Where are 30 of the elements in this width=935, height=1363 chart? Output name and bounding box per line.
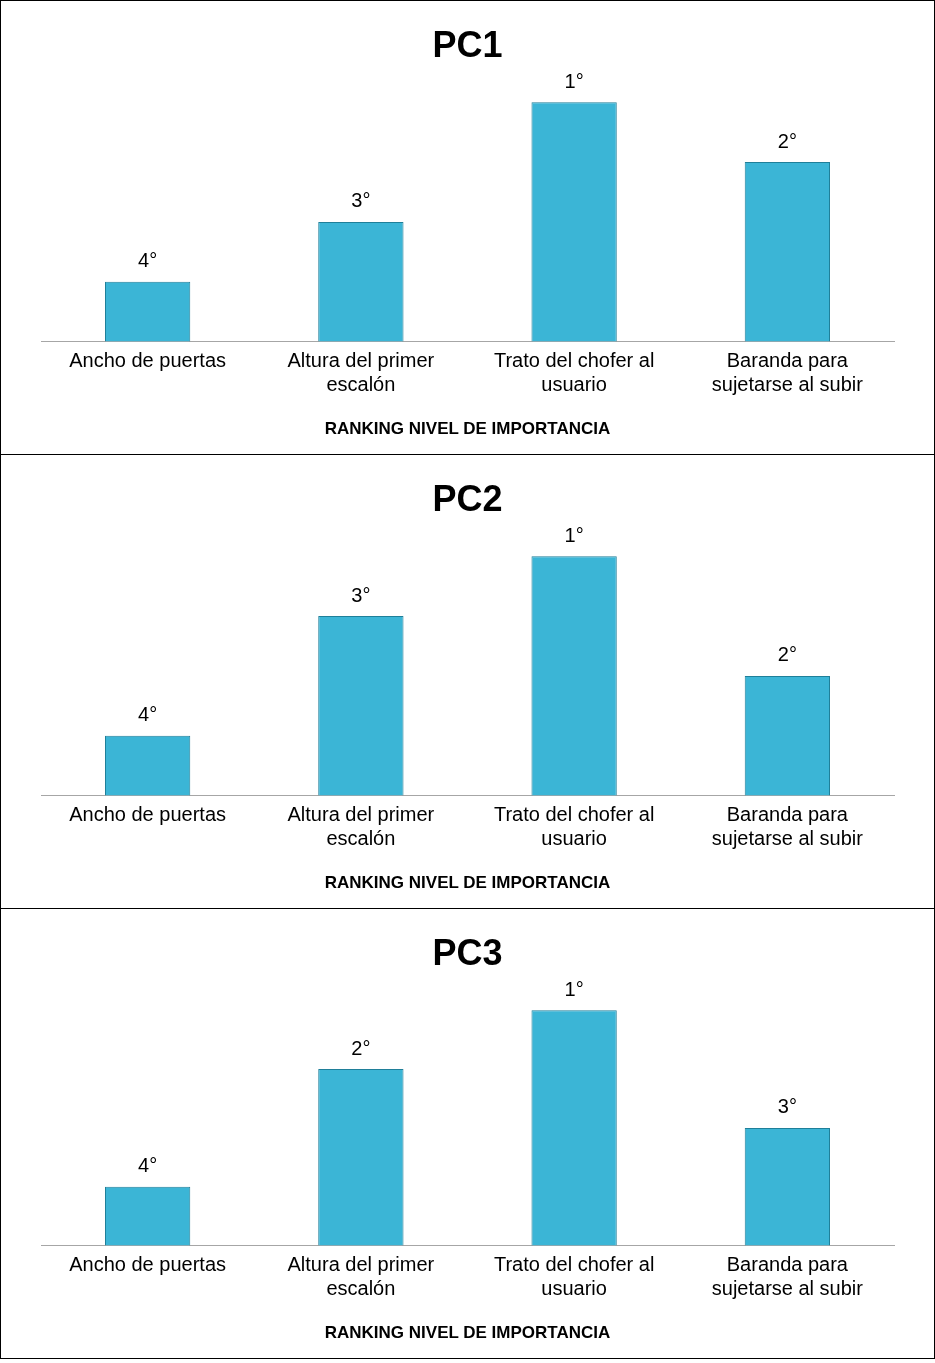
x-tick-label: Baranda para sujetarse al subir (711, 1253, 864, 1300)
x-axis-title: RANKING NIVEL DE IMPORTANCIA (324, 1323, 611, 1343)
annotation: 2° (777, 643, 797, 666)
x-tick-label: Ancho de puertas (69, 803, 227, 826)
x-tick-label: Ancho de puertas (69, 1253, 227, 1276)
chart-title: PC3 (432, 931, 503, 973)
annotation: 3° (777, 1095, 797, 1118)
annotation: 4° (138, 703, 158, 726)
x-tick-label: Ancho de puertas (69, 349, 227, 372)
x-tick-label: Altura del primer escalón (287, 803, 435, 850)
annotation: 3° (351, 189, 371, 212)
x-axis-title: RANKING NIVEL DE IMPORTANCIA (324, 419, 611, 439)
x-tick-label: Trato del chofer al usuario (493, 349, 655, 396)
annotation: 1° (564, 69, 584, 92)
x-axis-title: RANKING NIVEL DE IMPORTANCIA (324, 873, 611, 893)
annotation: 2° (777, 129, 797, 152)
annotation: 2° (351, 1036, 371, 1059)
x-tick-label: Altura del primer escalón (287, 1253, 435, 1300)
x-tick-label: Trato del chofer al usuario (493, 1253, 655, 1300)
x-tick-label: Altura del primer escalón (287, 349, 435, 396)
chart-title: PC2 (432, 477, 503, 519)
x-tick-label: Baranda para sujetarse al subir (711, 349, 864, 396)
x-tick-label: Baranda para sujetarse al subir (711, 803, 864, 850)
annotation: 4° (138, 249, 158, 272)
chart-title: PC1 (432, 23, 503, 65)
annotation: 1° (564, 977, 584, 1000)
annotation: 4° (138, 1154, 158, 1177)
x-tick-label: Trato del chofer al usuario (493, 803, 655, 850)
annotation: 3° (351, 583, 371, 606)
annotation: 1° (564, 523, 584, 546)
